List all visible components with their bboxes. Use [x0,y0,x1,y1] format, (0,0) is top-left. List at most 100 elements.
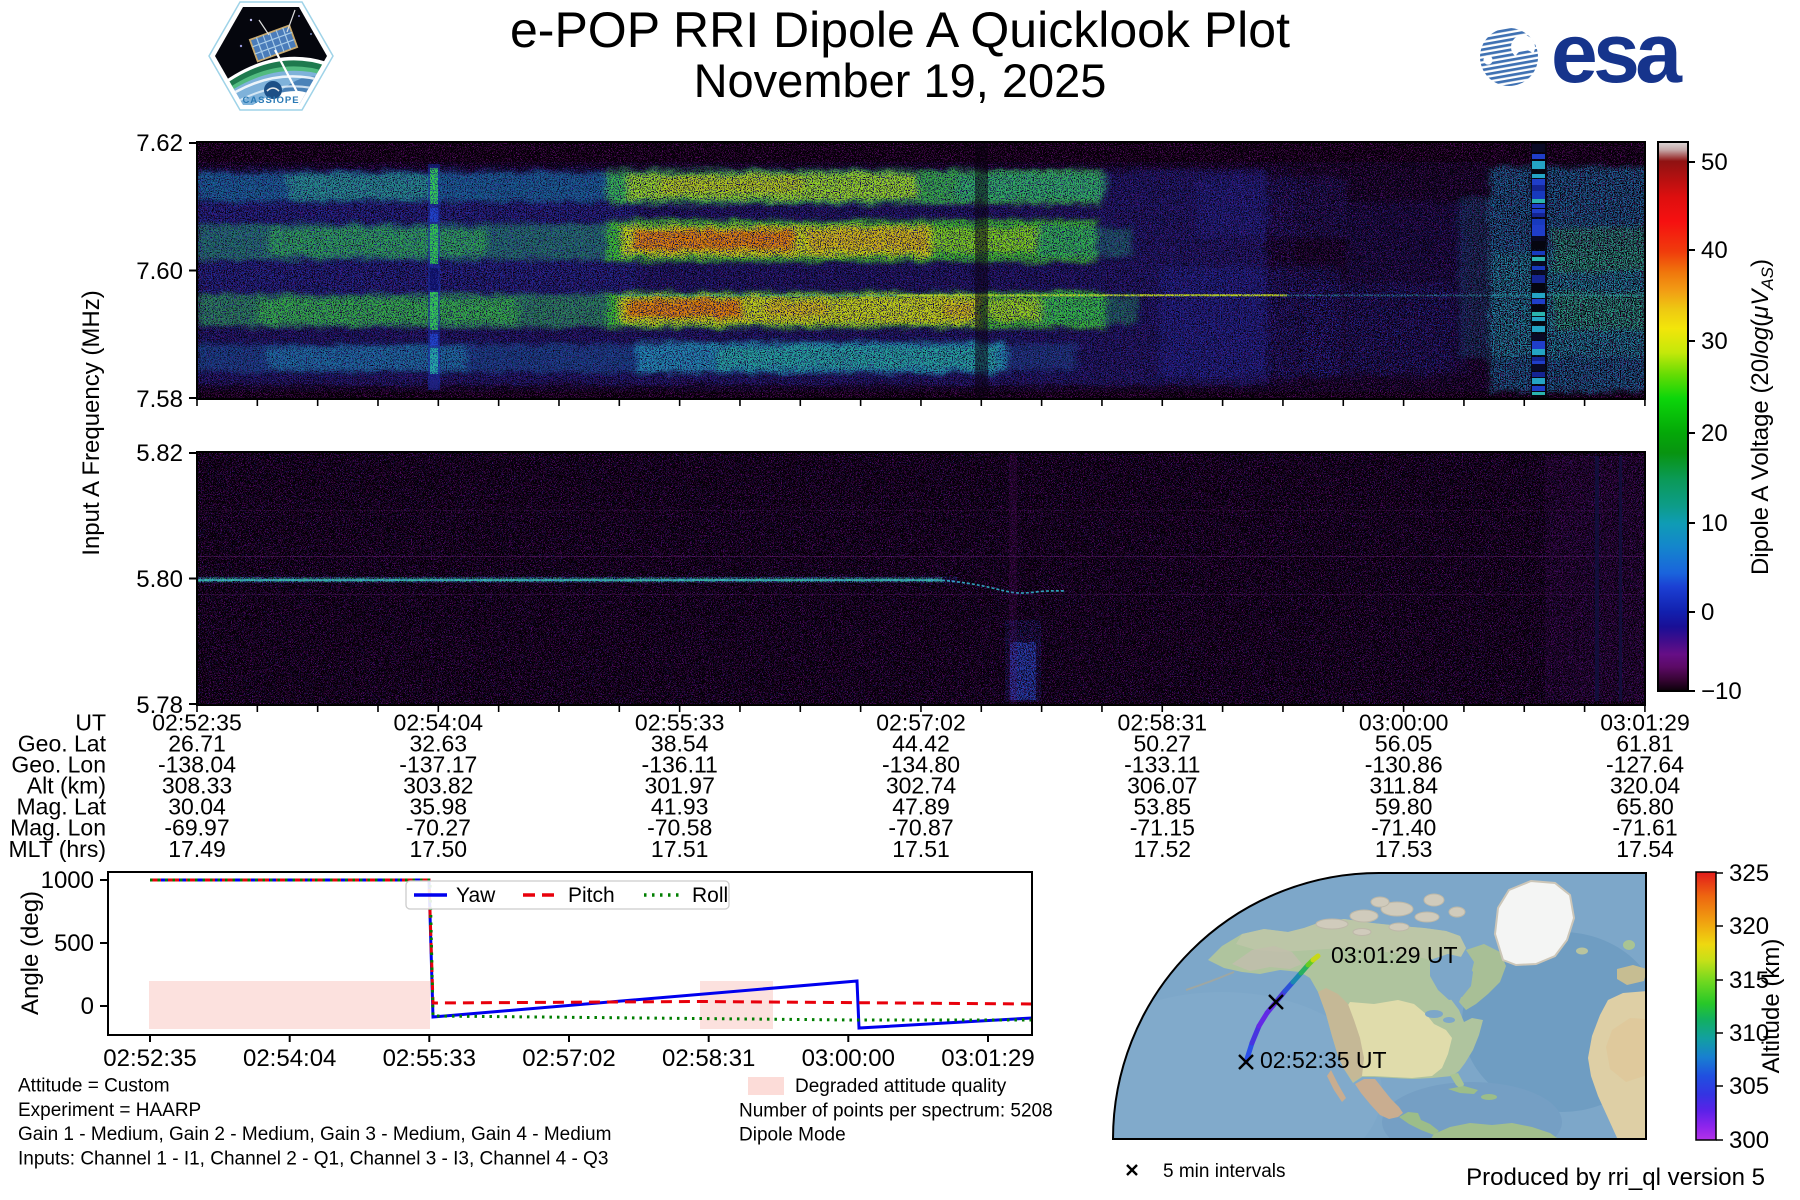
svg-text:02:55:33: 02:55:33 [383,1045,476,1072]
svg-text:02:58:31: 02:58:31 [1118,710,1208,736]
svg-text:02:52:35 UT: 02:52:35 UT [1260,1047,1387,1073]
svg-text:7.58: 7.58 [136,386,183,413]
svg-text:-127.64: -127.64 [1606,752,1684,778]
svg-text:esa: esa [1551,6,1683,100]
svg-text:50.27: 50.27 [1134,731,1192,757]
svg-text:02:54:04: 02:54:04 [394,710,484,736]
svg-text:306.07: 306.07 [1127,773,1197,799]
svg-text:-71.15: -71.15 [1130,815,1195,841]
svg-text:-71.40: -71.40 [1371,815,1436,841]
svg-text:20: 20 [1701,420,1728,447]
svg-text:30: 30 [1701,328,1728,355]
svg-text:56.05: 56.05 [1375,731,1433,757]
svg-text:-137.17: -137.17 [399,752,477,778]
svg-text:Experiment = HAARP: Experiment = HAARP [18,1100,201,1121]
svg-text:17.54: 17.54 [1616,836,1674,862]
svg-text:Dipole Mode: Dipole Mode [739,1125,846,1146]
svg-text:CASSIOPE: CASSIOPE [242,95,299,106]
svg-text:-136.11: -136.11 [642,752,718,778]
svg-text:Input A Frequency (MHz): Input A Frequency (MHz) [78,290,105,555]
svg-text:17.52: 17.52 [1134,836,1192,862]
svg-text:-133.11: -133.11 [1124,752,1200,778]
svg-text:17.53: 17.53 [1375,836,1433,862]
svg-text:5 min intervals: 5 min intervals [1163,1161,1286,1182]
svg-text:41.93: 41.93 [651,794,709,820]
svg-text:02:57:02: 02:57:02 [876,710,966,736]
svg-text:02:57:02: 02:57:02 [522,1045,615,1072]
svg-text:40: 40 [1701,237,1728,264]
svg-text:Altitude (km): Altitude (km) [1758,939,1785,1074]
svg-text:02:52:35: 02:52:35 [152,710,242,736]
svg-text:302.74: 302.74 [886,773,957,799]
svg-text:65.80: 65.80 [1616,794,1674,820]
svg-text:308.33: 308.33 [162,773,232,799]
svg-text:32.63: 32.63 [410,731,468,757]
svg-text:Inputs: Channel 1 - I1, Channe: Inputs: Channel 1 - I1, Channel 2 - Q1, … [18,1149,608,1170]
svg-text:02:55:33: 02:55:33 [635,710,725,736]
svg-text:Mag. Lon: Mag. Lon [10,815,106,841]
svg-text:-70.27: -70.27 [406,815,471,841]
svg-text:Gain 1 - Medium, Gain 2 - Medi: Gain 1 - Medium, Gain 2 - Medium, Gain 3… [18,1124,611,1145]
svg-text:300: 300 [1729,1127,1769,1154]
svg-text:03:00:00: 03:00:00 [1359,710,1449,736]
svg-text:44.42: 44.42 [892,731,950,757]
svg-text:303.82: 303.82 [403,773,473,799]
svg-text:26.71: 26.71 [168,731,226,757]
svg-text:53.85: 53.85 [1134,794,1192,820]
svg-text:320.04: 320.04 [1610,773,1681,799]
svg-text:-70.87: -70.87 [888,815,953,841]
svg-text:03:01:29 UT: 03:01:29 UT [1331,942,1458,968]
svg-text:310: 310 [1729,1020,1769,1047]
svg-text:MLT (hrs): MLT (hrs) [8,836,106,862]
svg-text:47.89: 47.89 [892,794,950,820]
svg-text:e-POP RRI Dipole A Quicklook P: e-POP RRI Dipole A Quicklook Plot [510,2,1290,58]
svg-text:Angle (deg): Angle (deg) [17,891,44,1015]
svg-text:-134.80: -134.80 [882,752,960,778]
svg-text:0: 0 [1701,599,1714,626]
svg-text:7.60: 7.60 [136,258,183,285]
svg-text:02:58:31: 02:58:31 [662,1045,755,1072]
svg-text:Geo. Lat: Geo. Lat [18,731,107,757]
svg-text:Dipole A Voltage (20log(μVAS): Dipole A Voltage (20log(μVAS) [1747,259,1777,575]
svg-text:Geo. Lon: Geo. Lon [11,752,106,778]
svg-text:61.81: 61.81 [1616,731,1674,757]
svg-text:5.82: 5.82 [136,440,183,467]
svg-text:-130.86: -130.86 [1365,752,1443,778]
svg-text:59.80: 59.80 [1375,794,1433,820]
svg-text:301.97: 301.97 [645,773,715,799]
svg-text:Mag. Lat: Mag. Lat [17,794,107,820]
svg-text:311.84: 311.84 [1369,773,1438,799]
svg-text:-71.61: -71.61 [1612,815,1677,841]
svg-text:5.80: 5.80 [136,566,183,593]
svg-text:Alt (km): Alt (km) [27,773,106,799]
svg-text:320: 320 [1729,913,1769,940]
svg-text:03:00:00: 03:00:00 [802,1045,895,1072]
svg-text:−10: −10 [1701,678,1742,705]
svg-text:Number of points per spectrum:: Number of points per spectrum: 5208 [739,1101,1053,1122]
svg-text:Attitude = Custom: Attitude = Custom [18,1075,170,1096]
svg-text:-138.04: -138.04 [158,752,236,778]
svg-text:03:01:29: 03:01:29 [941,1045,1034,1072]
svg-text:Yaw: Yaw [456,884,496,907]
svg-text:Roll: Roll [692,884,728,907]
svg-text:17.49: 17.49 [168,836,226,862]
svg-text:305: 305 [1729,1073,1769,1100]
svg-text:-70.58: -70.58 [647,815,712,841]
svg-text:Produced by rri_ql version 5: Produced by rri_ql version 5 [1466,1164,1765,1191]
svg-text:November 19, 2025: November 19, 2025 [694,54,1107,107]
svg-text:17.50: 17.50 [410,836,468,862]
svg-text:02:54:04: 02:54:04 [243,1045,336,1072]
svg-text:1000: 1000 [41,867,94,894]
svg-text:7.62: 7.62 [136,130,183,157]
svg-text:0: 0 [81,993,94,1020]
svg-text:500: 500 [54,930,94,957]
svg-text:Degraded attitude quality: Degraded attitude quality [795,1076,1007,1097]
svg-text:17.51: 17.51 [651,836,709,862]
svg-text:5.78: 5.78 [136,692,183,719]
svg-text:10: 10 [1701,510,1728,537]
svg-text:30.04: 30.04 [168,794,226,820]
svg-text:38.54: 38.54 [651,731,709,757]
svg-text:Pitch: Pitch [568,884,615,907]
svg-text:35.98: 35.98 [410,794,468,820]
svg-text:315: 315 [1729,967,1769,994]
